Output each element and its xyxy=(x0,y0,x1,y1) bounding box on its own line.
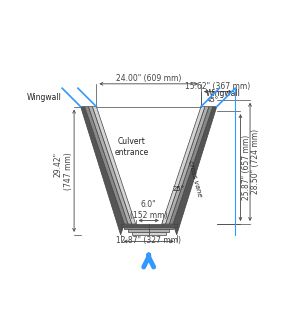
Text: 45°: 45° xyxy=(206,97,219,103)
Polygon shape xyxy=(169,107,213,224)
Text: 15.62" (367 mm): 15.62" (367 mm) xyxy=(185,82,251,91)
Polygon shape xyxy=(88,107,132,224)
Polygon shape xyxy=(121,224,149,227)
Polygon shape xyxy=(149,229,169,232)
Polygon shape xyxy=(149,224,177,227)
Text: 12.87" (327 mm): 12.87" (327 mm) xyxy=(116,236,181,245)
Polygon shape xyxy=(128,229,149,232)
Polygon shape xyxy=(81,107,124,235)
Polygon shape xyxy=(173,107,217,235)
Polygon shape xyxy=(162,107,205,224)
Text: Wingwall: Wingwall xyxy=(205,89,240,98)
Text: 28.50" (724 mm): 28.50" (724 mm) xyxy=(251,129,260,194)
Polygon shape xyxy=(149,227,173,229)
Text: 25.87" (657 mm): 25.87" (657 mm) xyxy=(242,135,251,200)
Text: 29.42"
(747 mm): 29.42" (747 mm) xyxy=(53,152,73,190)
Polygon shape xyxy=(85,107,128,224)
Text: 24.00" (609 mm): 24.00" (609 mm) xyxy=(116,74,181,83)
Polygon shape xyxy=(166,107,209,224)
Text: cross vane: cross vane xyxy=(187,159,202,197)
Polygon shape xyxy=(92,107,136,224)
Polygon shape xyxy=(124,227,149,229)
Text: 25°: 25° xyxy=(173,186,185,192)
Text: Wingwall: Wingwall xyxy=(26,93,61,102)
Text: Culvert
entrance: Culvert entrance xyxy=(114,137,148,156)
Text: 6.0"
(152 mm): 6.0" (152 mm) xyxy=(130,200,167,220)
Polygon shape xyxy=(132,232,149,235)
Polygon shape xyxy=(149,232,166,235)
